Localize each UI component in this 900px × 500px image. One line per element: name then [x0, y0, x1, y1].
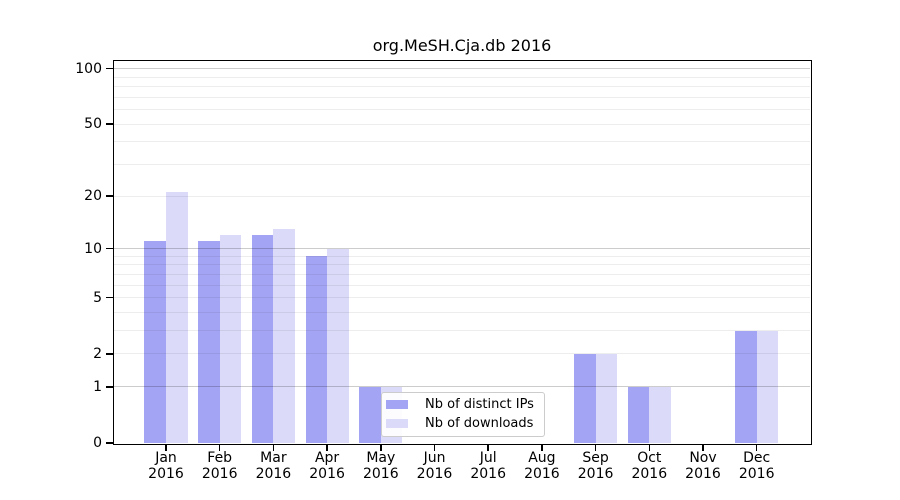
- legend-entry-downloads: Nb of downloads: [386, 416, 538, 432]
- bar-oct-nb-of-distinct-ips: [627, 386, 650, 443]
- y-tick-label-0: 0: [93, 435, 102, 451]
- bar-oct-nb-of-downloads: [649, 386, 671, 443]
- bar-feb-nb-of-downloads: [219, 234, 242, 443]
- bar-dec-nb-of-distinct-ips: [735, 330, 757, 443]
- x-tick-jun: [433, 444, 436, 451]
- gridline-minor-90: [114, 76, 810, 78]
- y-tick-5: [106, 296, 113, 299]
- y-tick-label-100: 100: [75, 60, 102, 77]
- x-tick-label-dec-2016: Dec 2016: [738, 450, 775, 482]
- y-tick-2: [106, 353, 113, 355]
- x-tick-label-apr-2016: Apr 2016: [309, 450, 345, 482]
- gridline-minor-60: [114, 109, 810, 111]
- bar-mar-nb-of-distinct-ips: [251, 234, 274, 443]
- legend-label-distinct-ips: Nb of distinct IPs: [425, 397, 534, 412]
- y-tick-100: [106, 67, 113, 70]
- x-tick-label-oct-2016: Oct 2016: [631, 450, 668, 482]
- gridline-minor-3: [114, 330, 810, 332]
- gridline-minor-40: [114, 141, 810, 143]
- bar-mar-nb-of-downloads: [273, 228, 295, 443]
- gridline-major-1: [114, 386, 810, 388]
- chart-title: org.MeSH.Cja.db 2016: [372, 36, 552, 55]
- bar-jan-nb-of-downloads: [166, 192, 188, 443]
- gridline-minor-80: [114, 86, 810, 88]
- gridline-minor-2: [114, 353, 810, 355]
- x-tick-feb: [218, 444, 221, 451]
- bar-jan-nb-of-distinct-ips: [144, 241, 166, 443]
- gridline-minor-4: [114, 311, 810, 313]
- y-tick-label-20: 20: [84, 188, 102, 205]
- x-tick-jul: [487, 444, 489, 451]
- gridline-minor-6: [114, 284, 810, 286]
- gridline-minor-7: [114, 273, 810, 275]
- bar-dec-nb-of-downloads: [756, 330, 779, 443]
- y-tick-10: [106, 247, 113, 250]
- x-tick-label-mar-2016: Mar 2016: [255, 450, 292, 482]
- gridline-minor-30: [114, 163, 810, 165]
- bar-sep-nb-of-distinct-ips: [574, 353, 596, 443]
- gridline-minor-20: [114, 195, 810, 197]
- y-tick-20: [106, 195, 113, 197]
- bar-feb-nb-of-distinct-ips: [198, 241, 220, 443]
- y-tick-label-5: 5: [93, 289, 102, 306]
- x-tick-mar: [272, 444, 275, 451]
- gridline-minor-9: [114, 255, 810, 257]
- y-tick-1: [106, 386, 113, 388]
- bar-may-nb-of-distinct-ips: [359, 386, 381, 443]
- x-tick-label-nov-2016: Nov 2016: [685, 450, 721, 482]
- x-tick-dec: [755, 444, 758, 451]
- y-tick-label-2: 2: [93, 345, 102, 362]
- y-tick-label-10: 10: [84, 240, 102, 257]
- x-tick-oct: [648, 444, 651, 451]
- x-tick-may: [380, 444, 382, 451]
- y-tick-label-1: 1: [93, 378, 102, 395]
- legend-label-downloads: Nb of downloads: [425, 416, 534, 431]
- gridline-minor-70: [114, 96, 810, 98]
- gridline-major-100: [114, 68, 810, 70]
- gridline-major-10: [114, 248, 810, 249]
- x-tick-jan: [165, 444, 167, 451]
- y-tick-50: [106, 123, 113, 125]
- bar-sep-nb-of-downloads: [595, 353, 618, 443]
- x-tick-label-jan-2016: Jan 2016: [148, 450, 184, 482]
- bars-layer: [114, 61, 810, 443]
- bar-apr-nb-of-downloads: [327, 248, 349, 443]
- bar-apr-nb-of-distinct-ips: [305, 256, 328, 443]
- x-tick-nov: [702, 444, 704, 451]
- x-tick-label-feb-2016: Feb 2016: [201, 450, 238, 482]
- gridline-minor-5: [114, 297, 810, 299]
- x-tick-label-sep-2016: Sep 2016: [577, 450, 614, 482]
- gridline-minor-8: [114, 264, 810, 266]
- x-tick-label-jun-2016: Jun 2016: [416, 450, 453, 482]
- y-tick-label-50: 50: [84, 116, 102, 133]
- x-tick-aug: [541, 444, 543, 451]
- grid-layer: [114, 61, 810, 443]
- legend-swatch-downloads: [386, 419, 408, 428]
- gridline-minor-50: [114, 123, 810, 125]
- x-tick-sep: [594, 444, 597, 451]
- x-tick-label-jul-2016: Jul 2016: [470, 450, 506, 482]
- x-tick-label-aug-2016: Aug 2016: [524, 450, 560, 482]
- x-tick-apr: [326, 444, 328, 451]
- legend: Nb of distinct IPs Nb of downloads: [381, 391, 545, 437]
- legend-entry-distinct-ips: Nb of distinct IPs: [386, 397, 538, 413]
- y-tick-0: [106, 442, 113, 444]
- legend-swatch-distinct-ips: [386, 400, 408, 409]
- x-tick-label-may-2016: May 2016: [362, 450, 399, 482]
